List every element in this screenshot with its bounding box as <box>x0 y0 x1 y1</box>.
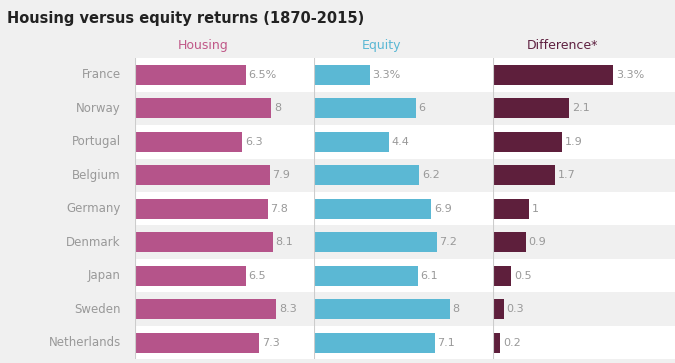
Bar <box>493 266 511 286</box>
Text: 1: 1 <box>532 204 539 214</box>
Bar <box>135 58 314 91</box>
Bar <box>135 293 314 326</box>
Text: 6.3: 6.3 <box>245 137 263 147</box>
Text: 6.5%: 6.5% <box>248 70 277 80</box>
Text: France: France <box>82 68 121 81</box>
Bar <box>135 98 271 118</box>
Bar <box>135 159 314 192</box>
Text: Housing versus equity returns (1870-2015): Housing versus equity returns (1870-2015… <box>7 11 364 26</box>
Bar <box>493 259 675 293</box>
Bar <box>314 299 450 319</box>
Bar <box>314 333 435 353</box>
Bar <box>493 232 526 252</box>
Bar <box>135 199 268 219</box>
Text: 6.1: 6.1 <box>421 271 438 281</box>
Text: 7.1: 7.1 <box>437 338 455 348</box>
Bar <box>135 65 246 85</box>
Bar <box>135 333 259 353</box>
Text: 0.5: 0.5 <box>514 271 531 281</box>
Bar <box>135 165 269 185</box>
Bar <box>493 125 675 159</box>
Bar <box>314 259 493 293</box>
Bar <box>314 98 416 118</box>
Text: 7.8: 7.8 <box>271 204 288 214</box>
Bar <box>493 293 675 326</box>
Bar <box>314 199 431 219</box>
Bar <box>135 266 246 286</box>
Text: Difference*: Difference* <box>526 39 597 52</box>
Text: 1.9: 1.9 <box>565 137 583 147</box>
Text: 6.2: 6.2 <box>422 170 440 180</box>
Text: 6.5: 6.5 <box>248 271 266 281</box>
Bar <box>493 299 504 319</box>
Bar <box>493 326 675 359</box>
Text: 8.3: 8.3 <box>279 304 297 314</box>
Text: Norway: Norway <box>76 102 121 115</box>
Text: 7.9: 7.9 <box>272 170 290 180</box>
Text: 3.3%: 3.3% <box>616 70 644 80</box>
Bar <box>314 165 419 185</box>
Bar <box>135 132 242 152</box>
Bar <box>314 293 493 326</box>
Bar <box>493 192 675 225</box>
Bar <box>135 192 314 225</box>
Bar <box>314 58 493 91</box>
Bar <box>493 98 569 118</box>
Bar <box>314 225 493 259</box>
Text: 7.2: 7.2 <box>439 237 457 247</box>
Bar <box>314 266 418 286</box>
Text: 8: 8 <box>274 103 281 113</box>
Bar <box>314 132 389 152</box>
Text: 0.2: 0.2 <box>503 338 520 348</box>
Bar <box>314 159 493 192</box>
Bar <box>493 165 555 185</box>
Bar <box>493 65 613 85</box>
Bar <box>135 91 314 125</box>
Text: 4.4: 4.4 <box>392 137 409 147</box>
Bar <box>135 326 314 359</box>
Text: Denmark: Denmark <box>66 236 121 249</box>
Bar <box>493 199 529 219</box>
Text: 0.9: 0.9 <box>529 237 546 247</box>
Text: Belgium: Belgium <box>72 169 121 182</box>
Bar <box>314 192 493 225</box>
Text: 8.1: 8.1 <box>275 237 294 247</box>
Text: Sweden: Sweden <box>74 303 121 316</box>
Bar <box>135 225 314 259</box>
Text: 0.3: 0.3 <box>507 304 524 314</box>
Bar <box>314 326 493 359</box>
Text: Japan: Japan <box>88 269 121 282</box>
Text: Netherlands: Netherlands <box>49 336 121 349</box>
Bar <box>493 225 675 259</box>
Bar <box>135 232 273 252</box>
Bar <box>314 125 493 159</box>
Bar <box>135 259 314 293</box>
Text: 3.3%: 3.3% <box>373 70 401 80</box>
Text: Germany: Germany <box>66 202 121 215</box>
Bar <box>493 333 500 353</box>
Bar <box>314 65 370 85</box>
Text: Equity: Equity <box>362 39 402 52</box>
Text: 7.3: 7.3 <box>262 338 279 348</box>
Bar <box>493 159 675 192</box>
Text: 2.1: 2.1 <box>572 103 590 113</box>
Bar <box>493 132 562 152</box>
Text: 8: 8 <box>453 304 460 314</box>
Bar <box>493 91 675 125</box>
Bar <box>314 91 493 125</box>
Bar <box>314 232 437 252</box>
Text: 6: 6 <box>418 103 426 113</box>
Bar <box>135 125 314 159</box>
Bar <box>493 58 675 91</box>
Text: 6.9: 6.9 <box>434 204 452 214</box>
Text: 1.7: 1.7 <box>558 170 575 180</box>
Text: Housing: Housing <box>178 39 228 52</box>
Text: Portugal: Portugal <box>72 135 121 148</box>
Bar <box>135 299 276 319</box>
